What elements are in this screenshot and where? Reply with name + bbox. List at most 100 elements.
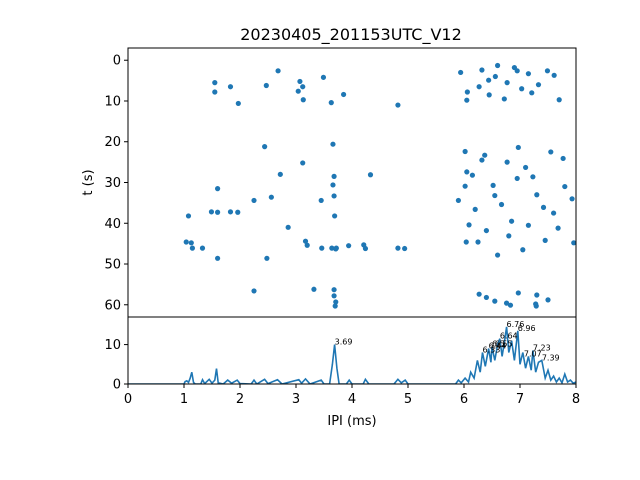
- scatter-point: [529, 90, 535, 96]
- scatter-point: [262, 144, 268, 150]
- peak-label: 7.39: [542, 353, 560, 362]
- scatter-point: [331, 193, 337, 199]
- scatter-point: [268, 194, 274, 200]
- scatter-point: [264, 255, 270, 261]
- scatter-point: [556, 97, 562, 103]
- x-tick-label: 3: [292, 392, 300, 407]
- scatter-point: [492, 192, 498, 199]
- x-tick-label: 8: [572, 392, 580, 407]
- scatter-point: [331, 173, 337, 179]
- scatter-point: [540, 204, 547, 210]
- scatter-point: [458, 69, 464, 76]
- scatter-frame: [127, 47, 577, 318]
- scatter-point: [509, 218, 515, 224]
- scatter-point: [300, 84, 306, 90]
- scatter-point: [501, 96, 507, 102]
- scatter-point: [525, 222, 532, 228]
- scatter-point: [189, 245, 195, 251]
- scatter-point: [483, 227, 489, 234]
- scatter-point: [486, 92, 492, 98]
- scatter-point: [215, 255, 221, 261]
- scatter-point: [548, 149, 554, 155]
- x-tick-label: 5: [404, 392, 412, 407]
- scatter-point: [555, 225, 561, 231]
- x-tick-label: 2: [236, 392, 244, 407]
- y-tick-label: 0: [113, 54, 121, 69]
- scatter-point: [215, 186, 221, 192]
- scatter-point: [511, 64, 517, 71]
- scatter-point: [486, 77, 492, 83]
- scatter-point: [311, 286, 317, 292]
- scatter-panel: 0 10 20 30 40 50 60 t (s): [81, 47, 577, 318]
- scatter-point: [476, 291, 482, 297]
- scatter-point: [483, 294, 489, 301]
- scatter-point: [507, 302, 514, 308]
- peak-label: 6.33: [482, 345, 500, 354]
- y-tick-label: 50: [104, 258, 121, 273]
- scatter-point: [530, 174, 536, 180]
- scatter-point: [215, 209, 221, 215]
- scatter-point: [472, 206, 478, 212]
- x-tick-label: 4: [348, 392, 356, 407]
- scatter-point: [395, 102, 401, 108]
- scatter-point: [227, 209, 234, 215]
- y-tick-label: 10: [104, 94, 121, 109]
- scatter-point: [362, 245, 369, 252]
- scatter-point: [346, 243, 352, 249]
- y-tick-label: 30: [104, 176, 121, 191]
- scatter-point: [504, 80, 510, 86]
- x-tick-label: 0: [124, 392, 132, 407]
- scatter-point: [519, 86, 525, 92]
- scatter-point: [495, 252, 501, 258]
- peak-label: 6.5: [492, 340, 505, 349]
- scatter-point: [395, 245, 401, 251]
- scatter-point: [297, 78, 303, 85]
- scatter-point: [188, 240, 194, 246]
- scatter-point: [332, 213, 338, 219]
- scatter-point: [498, 201, 505, 208]
- scatter-point: [367, 172, 374, 178]
- scatter-point: [329, 245, 335, 251]
- scatter-point: [330, 141, 336, 147]
- scatter-point: [520, 247, 526, 253]
- peak-label: 6.76: [507, 320, 525, 329]
- scatter-point: [534, 292, 540, 298]
- peak-label: 3.69: [335, 338, 353, 347]
- scatter-point: [208, 209, 215, 215]
- scatter-point: [569, 196, 575, 202]
- scatter-point: [469, 172, 475, 178]
- scatter-point: [504, 159, 510, 165]
- scatter-point: [332, 303, 338, 309]
- scatter-point: [235, 100, 241, 107]
- scatter-point: [302, 238, 309, 244]
- scatter-points: [183, 62, 576, 309]
- scatter-point: [476, 84, 482, 90]
- scatter-point: [492, 298, 498, 304]
- scatter-point: [304, 242, 310, 248]
- scatter-point: [333, 299, 339, 305]
- peak-label: 6.44: [489, 342, 507, 351]
- scatter-point: [333, 246, 339, 252]
- y-tick-label: 60: [104, 298, 121, 313]
- x-tick-label: 1: [180, 392, 188, 407]
- scatter-point: [560, 155, 566, 162]
- scatter-point: [295, 88, 301, 94]
- scatter-point: [551, 210, 557, 216]
- scatter-point: [542, 237, 548, 243]
- scatter-point: [533, 301, 539, 307]
- peak-label: 6.96: [518, 324, 536, 333]
- scatter-point: [199, 245, 206, 251]
- line-panel: 3.696.336.446.56.556.646.766.967.077.237…: [104, 316, 580, 429]
- scatter-point: [535, 82, 542, 88]
- scatter-point: [490, 182, 496, 188]
- scatter-point: [515, 144, 521, 151]
- scatter-point: [464, 89, 470, 95]
- series-line: [128, 326, 576, 384]
- scatter-point: [475, 239, 481, 245]
- scatter-point: [402, 245, 408, 252]
- scatter-point: [571, 240, 576, 246]
- scatter-point: [251, 197, 257, 204]
- scatter-point: [285, 224, 291, 230]
- scatter-point: [277, 171, 283, 177]
